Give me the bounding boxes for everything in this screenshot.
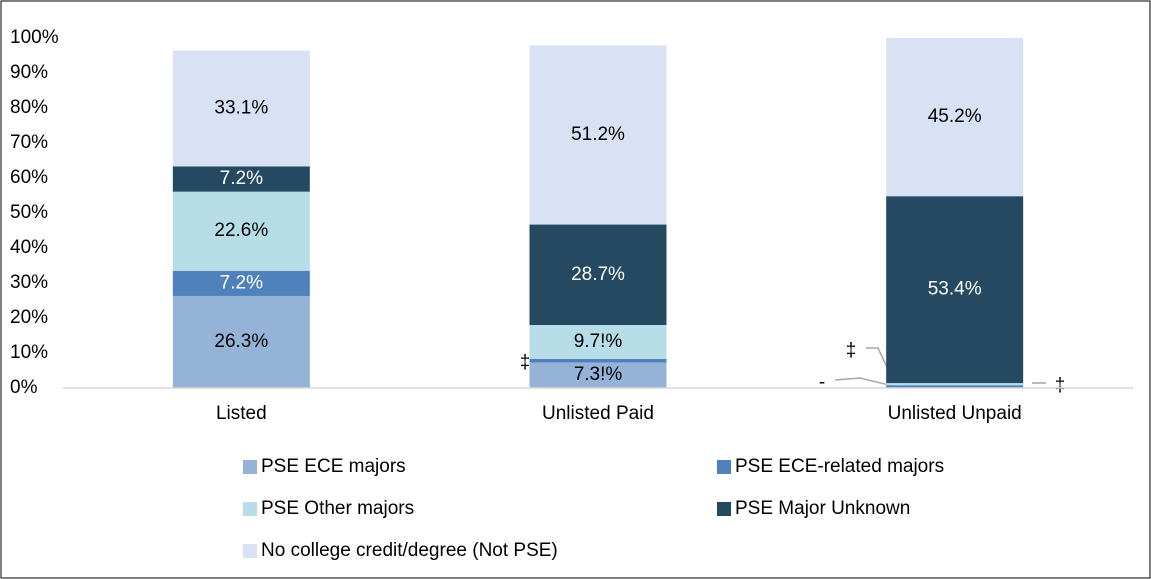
data-label: 22.6%: [214, 220, 268, 241]
data-label: ‡: [520, 352, 531, 373]
bar-segment: [886, 383, 1024, 386]
legend-swatch: [243, 544, 257, 558]
leader-line: [834, 377, 894, 387]
data-label: ‡: [1055, 375, 1066, 396]
y-tick-label: 40%: [10, 237, 48, 258]
bar-segment: [172, 166, 310, 192]
bar-segment: [529, 362, 667, 388]
bar-segment: [172, 191, 310, 271]
y-tick-label: 50%: [10, 202, 48, 223]
legend-label: PSE ECE majors: [261, 456, 406, 477]
y-tick-label: 80%: [10, 97, 48, 118]
data-label: 7.2%: [220, 168, 263, 189]
legend-swatch: [243, 460, 257, 474]
y-tick-label: 30%: [10, 272, 48, 293]
legend-label: PSE ECE-related majors: [735, 456, 944, 477]
y-tick-label: 0%: [10, 377, 38, 398]
legend-label: PSE Major Unknown: [735, 498, 910, 519]
data-label: 9.7!%: [574, 331, 623, 352]
bar-segment: [172, 295, 310, 388]
bar-segment: [886, 196, 1024, 384]
data-label: ‡: [846, 340, 857, 361]
legend-label: PSE Other majors: [261, 498, 414, 519]
legend-label: No college credit/degree (Not PSE): [261, 540, 558, 561]
bar-segment: [172, 270, 310, 296]
y-tick-label: 60%: [10, 167, 48, 188]
data-label: 51.2%: [571, 124, 625, 145]
x-tick-label: Listed: [216, 403, 267, 424]
y-tick-label: 90%: [10, 62, 48, 83]
data-label: 33.1%: [214, 98, 268, 119]
y-tick-label: 20%: [10, 307, 48, 328]
x-tick-label: Unlisted Unpaid: [888, 403, 1022, 424]
legend-swatch: [717, 460, 731, 474]
data-label: 28.7%: [571, 264, 625, 285]
data-label: 7.2%: [220, 272, 263, 293]
data-label: 7.3!%: [574, 364, 623, 385]
y-tick-label: 100%: [10, 27, 59, 48]
data-label: 45.2%: [928, 106, 982, 127]
legend-swatch: [243, 502, 257, 516]
bar-segment: [529, 224, 667, 325]
data-label: 26.3%: [214, 331, 268, 352]
data-label: -: [819, 372, 825, 393]
bar-segment: [529, 45, 667, 225]
bar-segment: [529, 325, 667, 359]
data-label: 53.4%: [928, 279, 982, 300]
bar-segment: [529, 358, 667, 363]
bar-segment: [886, 38, 1024, 197]
x-tick-label: Unlisted Paid: [542, 403, 654, 424]
bar-segment: [172, 50, 310, 167]
bar-segment: [886, 385, 1024, 388]
y-tick-label: 10%: [10, 342, 48, 363]
legend-swatch: [717, 502, 731, 516]
y-tick-label: 70%: [10, 132, 48, 153]
